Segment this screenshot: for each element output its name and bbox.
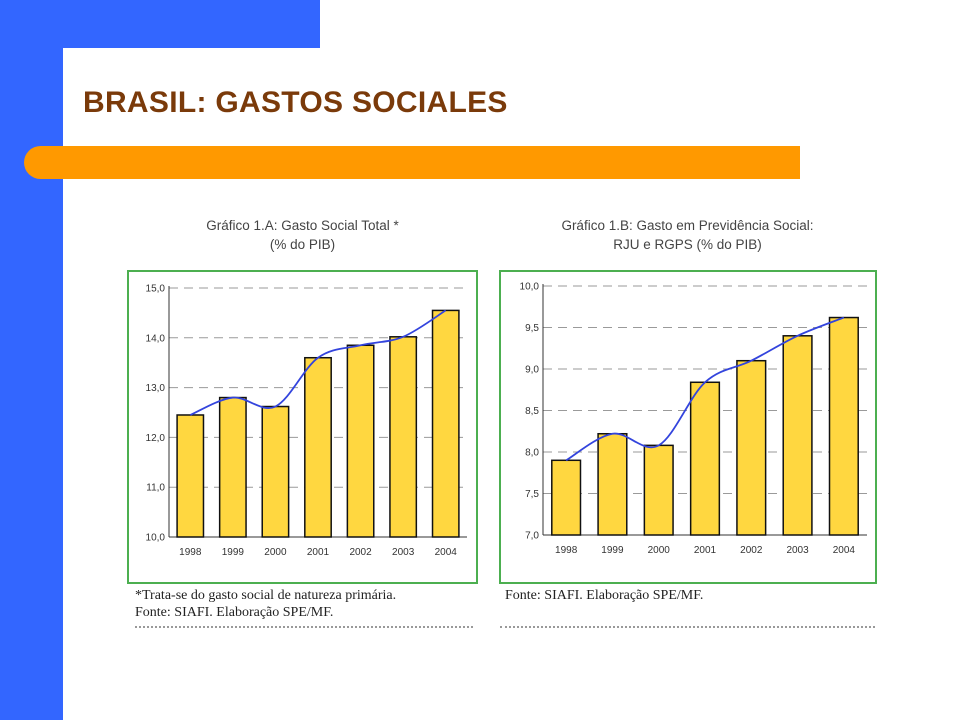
chart-a-bar-2003: [389, 336, 418, 538]
top-accent-bar: [0, 0, 320, 48]
content-corner: [63, 48, 320, 148]
chart-a-title-line1: Gráfico 1.A: Gasto Social Total *: [206, 218, 399, 233]
chart-a-bar-1998: [176, 414, 205, 538]
chart-a-xtick-label: 2001: [307, 547, 330, 558]
chart-a-footnote: *Trata-se do gasto social de natureza pr…: [135, 588, 397, 603]
chart-b-ytick-label: 10,0: [520, 282, 540, 293]
chart-b-xtick-label: 2004: [833, 545, 856, 556]
chart-b: 7,0 7,5 8,0 8,5 9,0 9,5 10,0 1998 1999 2000 2001 20…: [520, 282, 867, 556]
chart-b-source: Fonte: SIAFI. Elaboração SPE/MF.: [505, 588, 704, 603]
chart-b-title-line1: Gráfico 1.B: Gasto em Previdência Social…: [561, 218, 814, 233]
chart-a-bar-2004: [431, 309, 460, 538]
chart-b-ytick-label: 7,5: [525, 489, 539, 500]
chart-a-xtick-label: 1999: [222, 547, 245, 558]
chart-a-xtick-label: 2004: [435, 547, 458, 558]
slide-title: BRASIL: GASTOS SOCIALES: [83, 86, 508, 119]
chart-a-ytick-label: 11,0: [146, 483, 165, 494]
chart-b-bar-2003: [782, 335, 813, 536]
chart-b-ytick-label: 7,0: [525, 531, 539, 542]
chart-b-bar-1999: [597, 432, 628, 536]
chart-a-xtick-label: 2002: [349, 547, 372, 558]
chart-a-notes: *Trata-se do gasto social de natureza pr…: [135, 587, 396, 621]
chart-b-dotted-rule: [500, 626, 875, 628]
chart-a-bar-1999: [218, 396, 247, 538]
chart-b-bar-2002: [736, 359, 767, 536]
chart-a-ytick-label: 14,0: [146, 333, 166, 344]
chart-a-xtick-label: 1998: [179, 547, 202, 558]
chart-a-dotted-rule: [135, 626, 473, 628]
chart-a-ytick-label: 12,0: [146, 433, 166, 444]
chart-a-xtick-label: 2000: [264, 547, 287, 558]
chart-a-title-line2: (% do PIB): [269, 237, 336, 252]
chart-b-bar-2000: [643, 444, 674, 536]
chart-a-source: Fonte: SIAFI. Elaboração SPE/MF.: [135, 605, 334, 620]
chart-b-ytick-label: 9,0: [525, 365, 539, 376]
chart-a-ytick-label: 13,0: [146, 383, 166, 394]
chart-b-xtick-label: 2001: [694, 545, 717, 556]
chart-b-ytick-label: 8,0: [525, 448, 539, 459]
chart-b-xtick-label: 2003: [786, 545, 809, 556]
chart-a-ytick-label: 10,0: [146, 533, 166, 544]
chart-b-bar-1998: [551, 459, 582, 536]
chart-a-bar-2001: [304, 356, 332, 538]
chart-b-bar-2004: [828, 316, 859, 536]
chart-b-ytick-label: 9,5: [525, 323, 539, 334]
chart-b-xtick-label: 2000: [648, 545, 671, 556]
chart-b-trend-line: [565, 316, 845, 462]
chart-a-ytick-label: 15,0: [146, 284, 166, 295]
chart-b-frame: 7,0 7,5 8,0 8,5 9,0 9,5 10,0 1998 1999 2000 2001 20…: [499, 270, 877, 584]
chart-b-xtick-label: 2002: [740, 545, 763, 556]
chart-a-frame: 10,0 11,0 12,0 13,0 14,0 15,0 1998 1999 2000 2001…: [127, 270, 478, 584]
chart-b-xtick-label: 1999: [601, 545, 624, 556]
chart-a-title: Gráfico 1.A: Gasto Social Total * (% do …: [130, 216, 475, 254]
chart-b-xtick-label: 1998: [555, 545, 578, 556]
chart-b-notes: Fonte: SIAFI. Elaboração SPE/MF.: [505, 587, 703, 604]
chart-a-bar-2000: [261, 405, 290, 538]
chart-a-xtick-label: 2003: [392, 547, 415, 558]
chart-b-title: Gráfico 1.B: Gasto em Previdência Social…: [500, 216, 875, 254]
chart-a-bar-2002: [346, 344, 375, 538]
chart-a-trend-line: [189, 309, 447, 416]
left-accent-bar: [0, 0, 63, 720]
chart-b-title-line2: RJU e RGPS (% do PIB): [613, 237, 762, 252]
orange-divider-bar: [24, 146, 800, 179]
chart-b-bar-2001: [689, 381, 721, 536]
chart-a: 10,0 11,0 12,0 13,0 14,0 15,0 1998 1999 2000 2001…: [146, 284, 467, 558]
chart-b-ytick-label: 8,5: [525, 406, 539, 417]
